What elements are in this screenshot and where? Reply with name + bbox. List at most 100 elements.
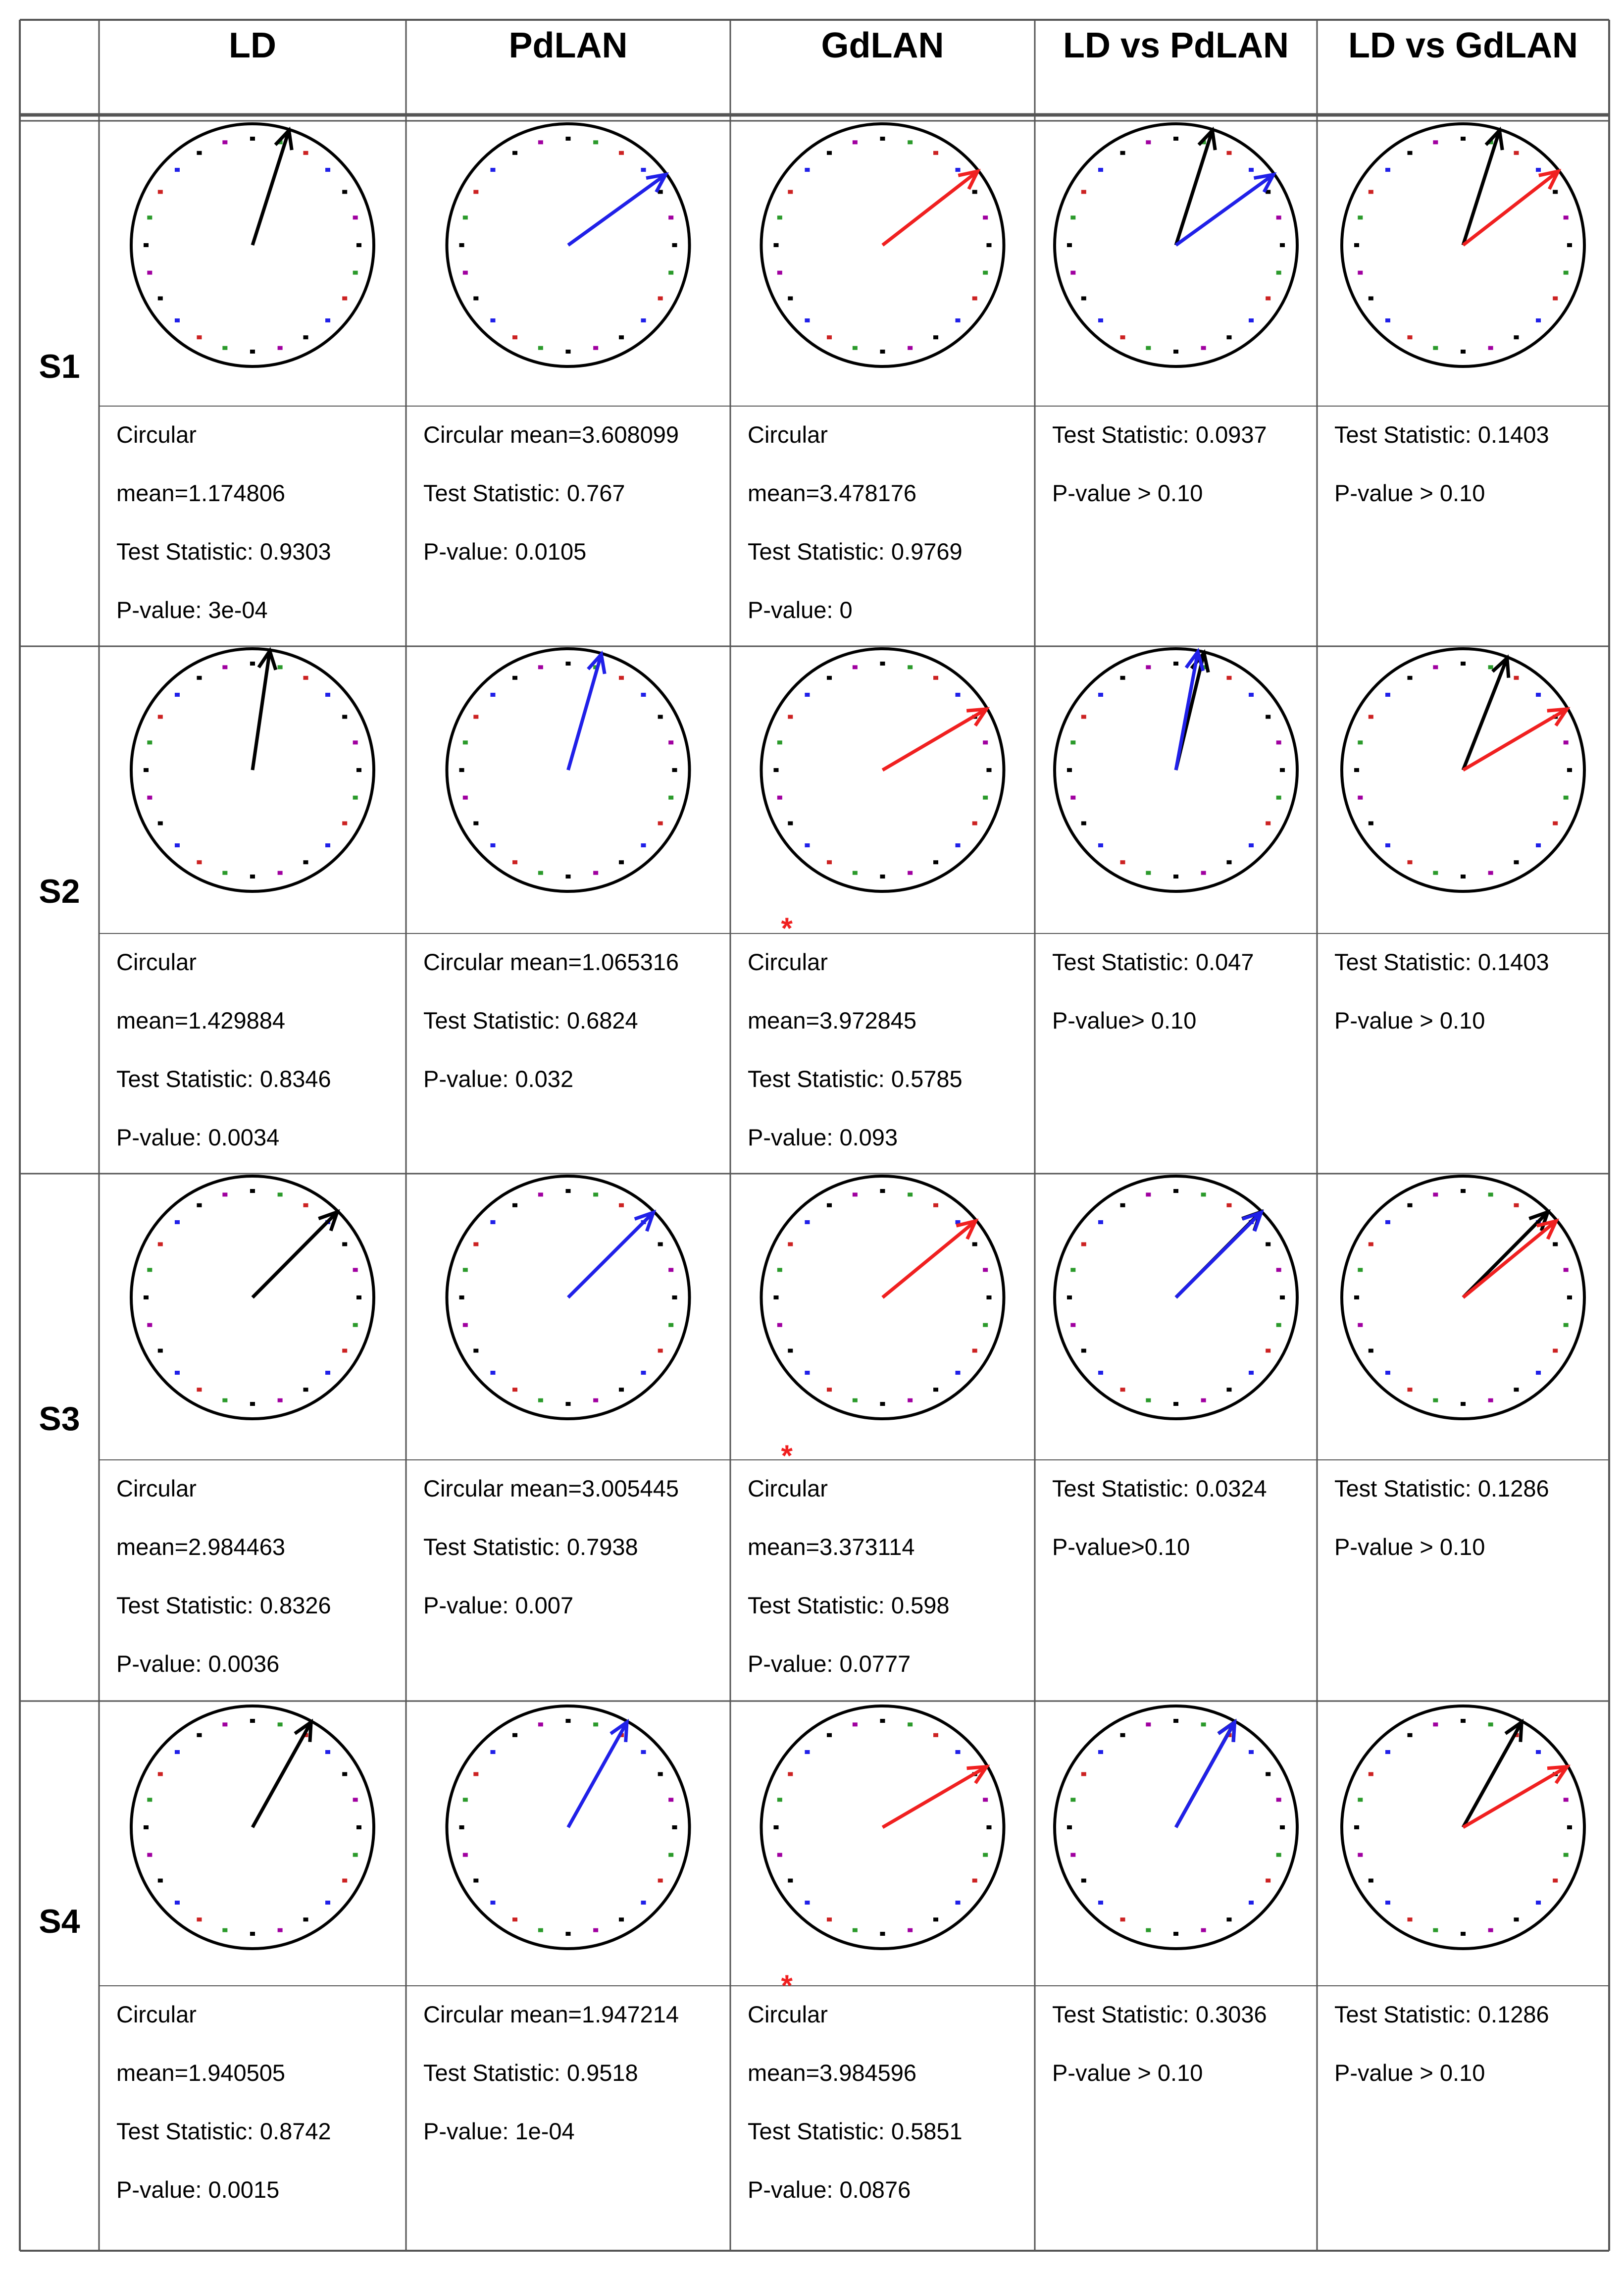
hour-tick <box>972 190 977 194</box>
hour-tick <box>1567 243 1572 247</box>
hour-tick <box>459 768 464 772</box>
hour-tick <box>325 1901 331 1905</box>
mean-direction-arrow <box>1462 1211 1549 1299</box>
row-label-s1: S1 <box>39 348 80 385</box>
hour-tick <box>777 215 782 220</box>
hour-tick <box>250 137 255 141</box>
cell-text-line: Test Statistic: 0.1286 <box>1334 1475 1549 1501</box>
arrow-head <box>318 1209 340 1232</box>
mean-direction-arrow <box>881 170 979 247</box>
hour-tick <box>342 1242 348 1246</box>
hour-tick <box>827 860 832 865</box>
hour-tick <box>593 1722 599 1727</box>
arrow-head <box>1536 1218 1559 1240</box>
hour-tick <box>986 243 992 247</box>
hour-tick <box>1146 346 1151 350</box>
hour-tick <box>462 1798 468 1802</box>
hour-tick <box>1385 692 1390 697</box>
hour-tick <box>1120 1388 1125 1392</box>
hour-tick <box>147 215 152 220</box>
hour-tick <box>880 662 885 666</box>
cell-text-line: Test Statistic: 0.8346 <box>116 1066 331 1092</box>
hour-tick <box>1067 1825 1072 1829</box>
hour-tick <box>490 843 496 848</box>
clock-circle <box>1053 1175 1299 1420</box>
hour-tick <box>1266 821 1271 826</box>
hour-tick <box>1081 190 1086 194</box>
hour-tick <box>1173 1719 1178 1723</box>
hour-tick <box>538 1192 543 1197</box>
hour-tick <box>1201 1928 1206 1932</box>
hour-tick <box>197 1733 202 1737</box>
hour-tick <box>197 1203 202 1207</box>
hour-tick <box>197 860 202 865</box>
hour-tick <box>641 167 646 172</box>
cell-text-line: Circular <box>116 421 197 448</box>
column-header-ld-vs-pdlan: LD vs PdLAN <box>1063 26 1289 65</box>
hour-tick <box>1173 875 1178 879</box>
hour-tick <box>1358 215 1363 220</box>
hour-tick <box>147 1798 152 1802</box>
hour-tick <box>880 875 885 879</box>
column-header-gdlan: GdLAN <box>821 26 944 65</box>
hour-tick <box>325 692 331 697</box>
hour-tick <box>356 243 361 247</box>
hour-tick <box>565 1402 571 1406</box>
hour-tick <box>1433 1928 1438 1932</box>
hour-tick <box>805 843 810 848</box>
mean-direction-arrow <box>1461 1721 1523 1828</box>
hour-tick <box>777 1268 782 1272</box>
hour-tick <box>852 871 858 875</box>
cell-text-line: mean=3.373114 <box>748 1534 915 1560</box>
hour-tick <box>1368 1878 1373 1883</box>
cell-text-line: P-value: 0.0036 <box>116 1651 280 1677</box>
mean-direction-arrow <box>1462 1220 1557 1299</box>
hour-tick <box>353 740 358 745</box>
hour-tick <box>658 190 663 194</box>
hour-tick <box>852 140 858 145</box>
hour-tick <box>303 860 308 865</box>
hour-tick <box>1266 715 1271 719</box>
hour-tick <box>955 1750 961 1754</box>
hour-tick <box>955 843 961 848</box>
hour-tick <box>1385 318 1390 323</box>
cell-text-line: Circular mean=3.005445 <box>423 1475 679 1501</box>
rose-diagram <box>130 1175 375 1420</box>
hour-tick <box>805 692 810 697</box>
cell-text-line: P-value: 0 <box>748 597 853 623</box>
hour-tick <box>490 692 496 697</box>
cell-text-line: Circular <box>748 1475 828 1501</box>
hour-tick <box>1553 1242 1558 1246</box>
hour-tick <box>788 1348 793 1353</box>
hour-tick <box>174 1371 180 1375</box>
hour-tick <box>593 346 599 350</box>
hour-tick <box>1276 215 1281 220</box>
hour-tick <box>174 843 180 848</box>
hour-tick <box>805 1371 810 1375</box>
hour-tick <box>1249 167 1254 172</box>
hour-tick <box>658 296 663 301</box>
hour-tick <box>1461 662 1466 666</box>
hour-tick <box>353 215 358 220</box>
arrow-head <box>587 650 607 674</box>
clock-circle <box>445 1705 691 1950</box>
hour-tick <box>1146 140 1151 145</box>
hour-tick <box>972 821 977 826</box>
hour-tick <box>1461 1189 1466 1193</box>
hour-tick <box>512 675 517 680</box>
hour-tick <box>955 1901 961 1905</box>
hour-tick <box>777 795 782 800</box>
cell-text-line: Circular <box>748 949 828 975</box>
hour-tick <box>933 151 938 155</box>
hour-tick <box>1488 871 1493 875</box>
hour-tick <box>356 768 361 772</box>
arrow-head <box>1184 648 1205 672</box>
hour-tick <box>174 167 180 172</box>
hour-tick <box>1201 1722 1206 1727</box>
hour-tick <box>777 270 782 275</box>
hour-tick <box>880 350 885 354</box>
rose-diagram <box>445 1705 691 1950</box>
hour-tick <box>353 1323 358 1327</box>
hour-tick <box>303 1388 308 1392</box>
hour-tick <box>342 1878 348 1883</box>
